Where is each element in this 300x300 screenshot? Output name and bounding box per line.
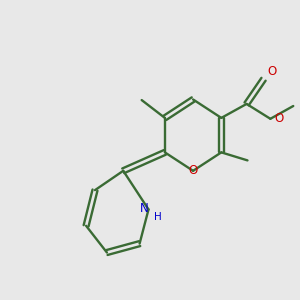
Text: N: N <box>140 202 148 215</box>
Text: O: O <box>274 112 283 125</box>
Text: O: O <box>188 164 198 177</box>
Text: O: O <box>267 65 276 78</box>
Text: H: H <box>154 212 162 222</box>
